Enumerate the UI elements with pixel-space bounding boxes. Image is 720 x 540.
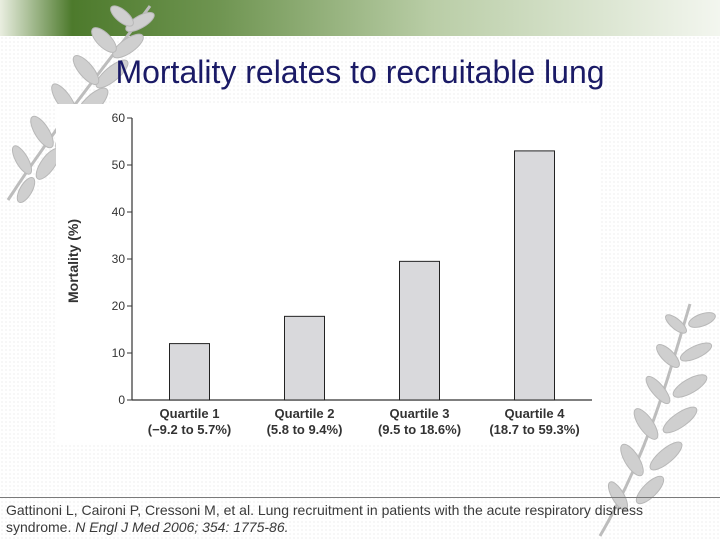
y-tick-label: 60 — [112, 111, 126, 125]
category-sublabel: (18.7 to 59.3%) — [489, 422, 579, 437]
citation-divider — [0, 497, 720, 498]
category-label: Quartile 4 — [505, 406, 566, 421]
y-axis-title: Mortality (%) — [65, 219, 81, 303]
bar-1 — [169, 343, 210, 401]
y-tick-label: 20 — [112, 299, 126, 313]
citation-text: Gattinoni L, Caironi P, Cressoni M, et a… — [6, 502, 644, 535]
bars — [169, 150, 555, 401]
y-tick-label: 30 — [112, 252, 126, 266]
category-sublabel: (9.5 to 18.6%) — [378, 422, 461, 437]
slide-title: Mortality relates to recruitable lung — [115, 54, 605, 90]
y-tick-label: 40 — [112, 205, 126, 219]
bar-2 — [284, 315, 325, 401]
fern-decoration-right — [598, 303, 716, 537]
citation: Gattinoni L, Caironi P, Cressoni M, et a… — [6, 502, 706, 536]
category-label: Quartile 1 — [160, 406, 220, 421]
chart-panel: 0 10 20 30 40 50 60 Quartile 1 (−9.2 to 5.7%) Qu… — [56, 104, 600, 444]
y-tick-label: 0 — [118, 393, 125, 407]
category-label: Quartile 2 — [275, 406, 335, 421]
category-label: Quartile 3 — [390, 406, 450, 421]
y-tick-label: 10 — [112, 346, 126, 360]
y-tick-label: 50 — [112, 158, 126, 172]
category-sublabel: (5.8 to 9.4%) — [267, 422, 343, 437]
bar-4 — [514, 150, 555, 401]
citation-journal: N Engl J Med 2006; 354: 1775-86. — [75, 519, 289, 535]
category-sublabel: (−9.2 to 5.7%) — [148, 422, 231, 437]
y-axis: 0 10 20 30 40 50 60 — [112, 111, 133, 407]
category-labels: Quartile 1(−9.2 to 5.7%) Quartile 2(5.8 t… — [148, 406, 580, 437]
bar-3 — [399, 260, 440, 401]
